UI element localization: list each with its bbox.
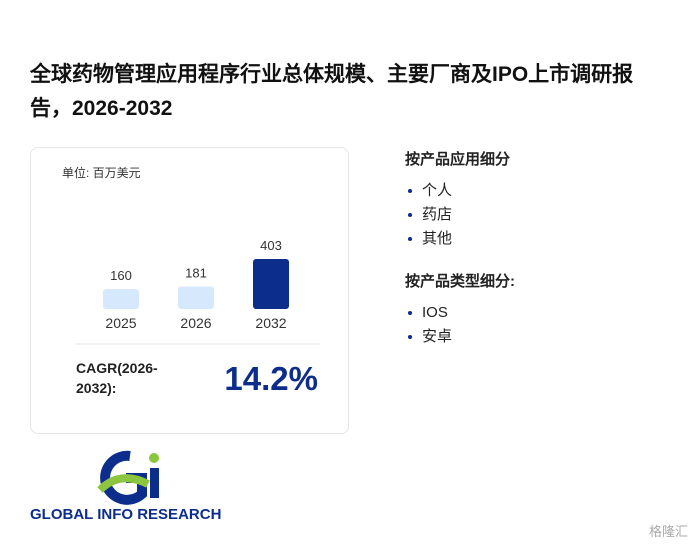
- value-label: 403: [260, 238, 282, 253]
- bar: [253, 259, 289, 309]
- segment-heading: 按产品应用细分: [405, 151, 511, 168]
- bar: [178, 286, 214, 309]
- report-title: 全球药物管理应用程序行业总体规模、主要厂商及IPO上市调研报告，2026-203…: [30, 63, 634, 120]
- cagr-value: 14.2%: [224, 360, 318, 397]
- cagr-label: CAGR(2026-2032):: [76, 360, 158, 396]
- category-label: 2032: [255, 315, 286, 331]
- logo-mark: [97, 450, 159, 505]
- segment-item: 药店: [407, 203, 510, 227]
- market-card: [30, 147, 349, 434]
- bar: [103, 289, 139, 309]
- segment-heading: 按产品类型细分:: [405, 273, 515, 290]
- segment-item: IOS: [408, 301, 515, 325]
- value-label: 160: [110, 268, 132, 283]
- logo-text: GLOBAL INFO RESEARCH: [30, 506, 222, 523]
- segment-item: 其他: [407, 227, 510, 251]
- category-label: 2026: [180, 315, 211, 331]
- segment-item: 个人: [407, 179, 510, 203]
- category-label: 2025: [105, 315, 136, 331]
- watermark: 格隆汇: [648, 524, 688, 539]
- segment-item: 安卓: [408, 325, 515, 349]
- value-label: 181: [185, 266, 207, 281]
- unit-label: 单位: 百万美元: [62, 165, 141, 180]
- segment-block: 按产品类型细分: IOS 安卓: [405, 270, 515, 349]
- segment-list: 个人 药店 其他: [405, 179, 510, 251]
- segment-block: 按产品应用细分 个人 药店 其他: [405, 148, 510, 251]
- segment-list: IOS 安卓: [405, 301, 515, 349]
